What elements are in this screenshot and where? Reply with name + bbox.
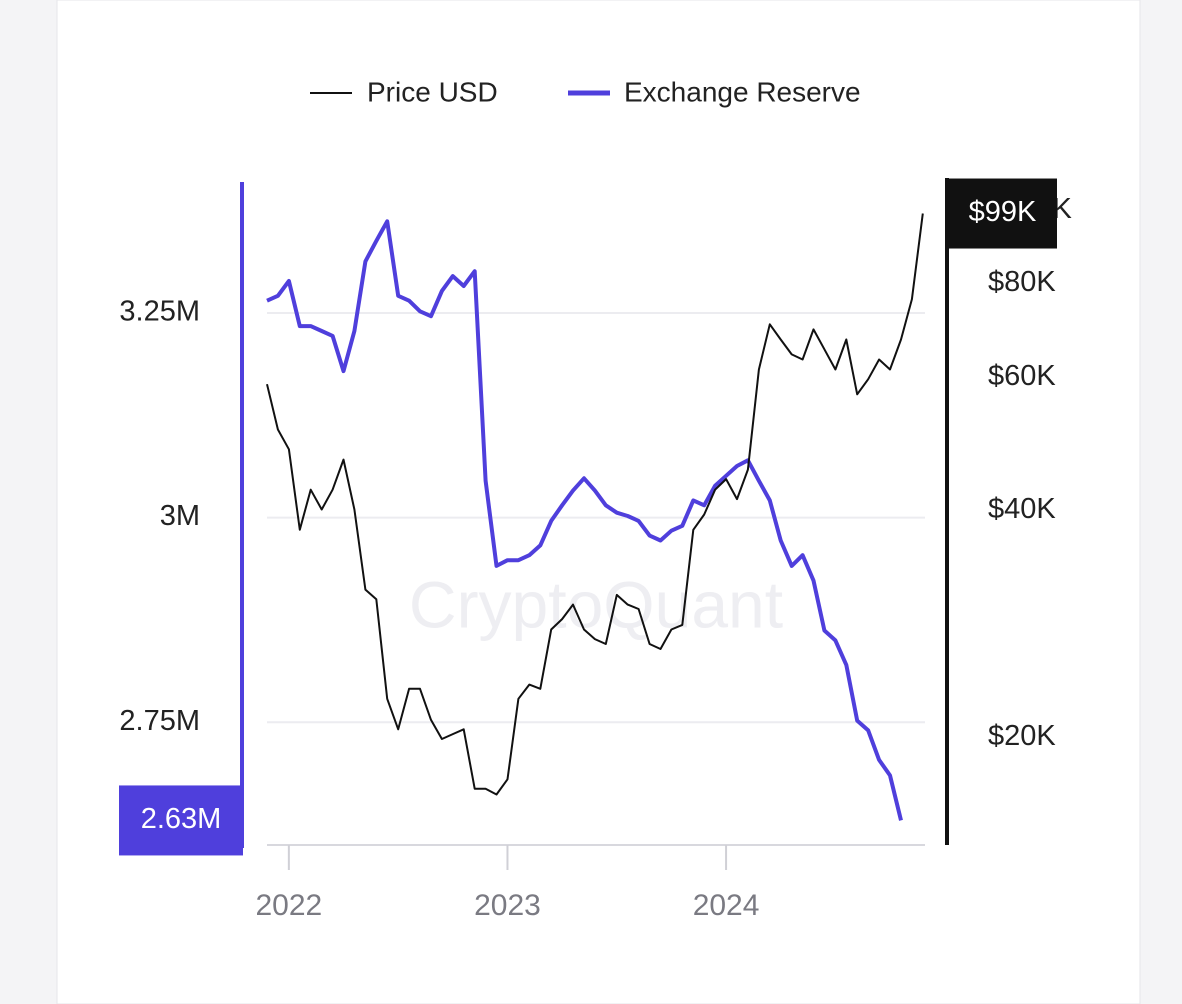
y2-tick-label: $40K — [988, 493, 1056, 525]
y2-tick-label: $80K — [988, 266, 1056, 298]
x-tick-label: 2022 — [255, 889, 322, 922]
y-axis-line — [240, 182, 244, 848]
y2-tick-label: $20K — [988, 720, 1056, 752]
end-value-box — [948, 178, 1057, 249]
watermark: CryptoQuant — [409, 567, 783, 641]
end-value-label: $99K — [969, 196, 1037, 228]
y-tick-label: 3.25M — [119, 296, 200, 328]
end-value-box — [119, 785, 243, 856]
y2-tick-label: $60K — [988, 360, 1056, 392]
x-tick-label: 2024 — [693, 889, 760, 922]
x-tick-label: 2023 — [474, 889, 541, 922]
series-line — [266, 219, 903, 821]
legend-label: Price USD — [367, 76, 498, 107]
end-value-label: 2.63M — [141, 803, 222, 835]
series-line — [266, 213, 924, 796]
y-tick-label: 2.75M — [119, 705, 200, 737]
legend-label: Exchange Reserve — [624, 76, 861, 107]
y-tick-label: 3M — [160, 500, 200, 532]
y2-axis-line — [945, 178, 949, 845]
